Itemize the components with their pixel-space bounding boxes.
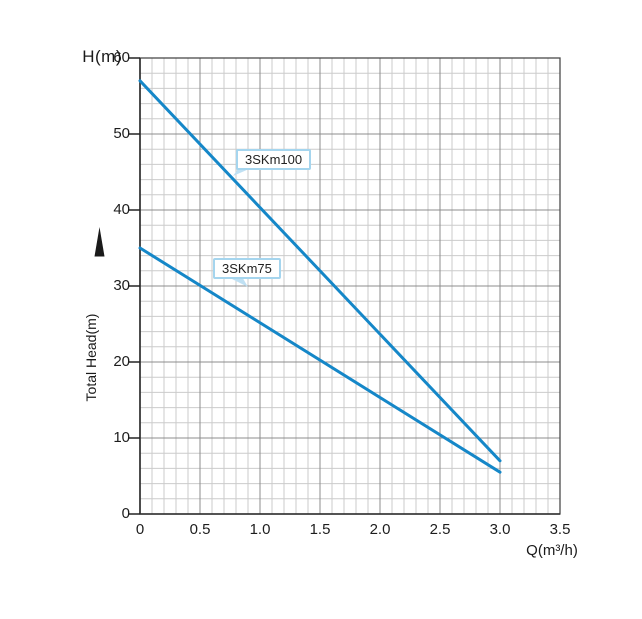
curve-3skm75 <box>138 246 502 474</box>
y-axis-unit-label: H(m) <box>82 47 122 66</box>
x-tick-label: 3.0 <box>489 521 511 538</box>
x-tick-label: 1.5 <box>309 521 331 538</box>
y-tick-label: 40 <box>113 201 130 218</box>
y-tick-label: 60 <box>113 49 130 66</box>
x-tick-label: 2.5 <box>429 521 451 538</box>
curve-3skm100 <box>138 79 502 463</box>
y-tick-label: 30 <box>113 277 130 294</box>
x-tick-label: 3.5 <box>549 521 571 538</box>
x-tick-label: 1.0 <box>249 521 271 538</box>
series-label-3skm75: 3SKm75 <box>213 258 281 279</box>
series-label-3skm100: 3SKm100 <box>236 149 312 170</box>
x-tick-label: 2.0 <box>369 521 391 538</box>
x-axis-title: Q(m³/h) <box>526 542 578 559</box>
y-tick-label: 20 <box>113 353 130 370</box>
y-tick-label: 50 <box>113 125 130 142</box>
y-tick-label: 0 <box>121 505 130 522</box>
x-tick-label: 0 <box>135 521 145 538</box>
y-tick-label: 10 <box>113 429 130 446</box>
y-axis-direction-arrow-icon <box>94 227 105 257</box>
x-tick-label: 0.5 <box>189 521 211 538</box>
